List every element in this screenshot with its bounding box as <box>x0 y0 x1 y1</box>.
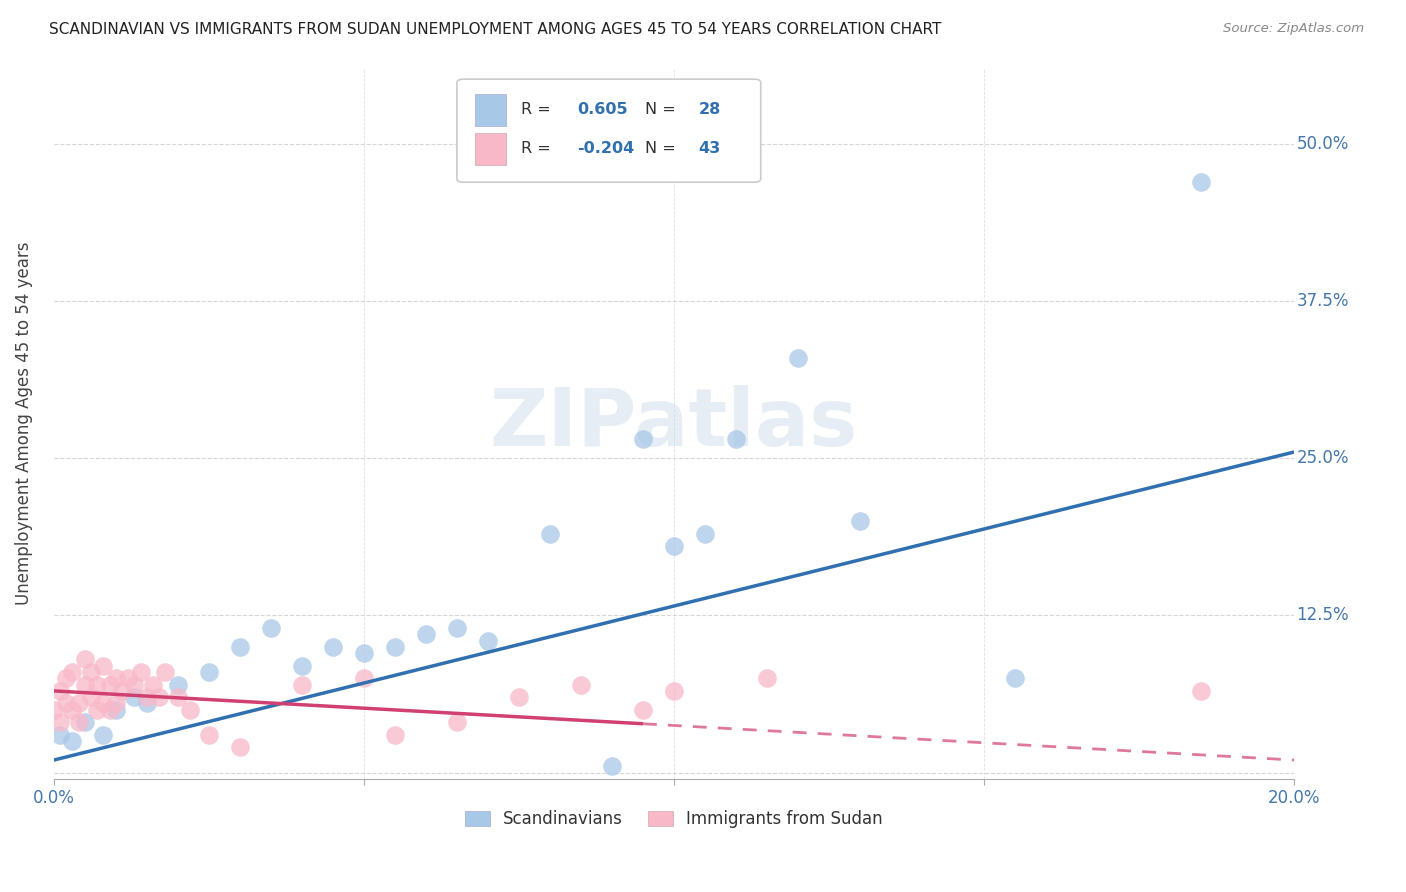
Point <box>55 697 77 711</box>
Point <box>93 697 115 711</box>
Point <box>569 678 592 692</box>
Point <box>538 526 561 541</box>
Text: 25.0%: 25.0% <box>1296 450 1348 467</box>
Point <box>62 703 84 717</box>
Point <box>198 728 221 742</box>
Point <box>322 640 344 654</box>
Point <box>55 671 77 685</box>
Text: -0.204: -0.204 <box>578 141 634 156</box>
Text: ZIPatlas: ZIPatlas <box>489 384 858 463</box>
Point <box>73 715 96 730</box>
Point <box>508 690 530 705</box>
Point <box>631 703 654 717</box>
Point <box>415 627 437 641</box>
Text: Source: ZipAtlas.com: Source: ZipAtlas.com <box>1223 22 1364 36</box>
Point <box>124 690 146 705</box>
Text: R =: R = <box>522 141 557 156</box>
Point <box>73 652 96 666</box>
Point <box>1189 684 1212 698</box>
Point <box>142 678 165 692</box>
Point <box>117 671 139 685</box>
Text: R =: R = <box>522 103 557 118</box>
Point <box>155 665 177 679</box>
Point <box>49 684 72 698</box>
Point <box>62 734 84 748</box>
Point <box>600 759 623 773</box>
Text: 12.5%: 12.5% <box>1296 607 1350 624</box>
Point <box>477 633 499 648</box>
Y-axis label: Unemployment Among Ages 45 to 54 years: Unemployment Among Ages 45 to 54 years <box>15 242 32 606</box>
Text: SCANDINAVIAN VS IMMIGRANTS FROM SUDAN UNEMPLOYMENT AMONG AGES 45 TO 54 YEARS COR: SCANDINAVIAN VS IMMIGRANTS FROM SUDAN UN… <box>49 22 942 37</box>
Point <box>446 621 468 635</box>
Point <box>787 351 810 365</box>
Point <box>62 665 84 679</box>
Point <box>80 665 103 679</box>
Point <box>291 678 314 692</box>
Text: 43: 43 <box>699 141 721 156</box>
Text: N =: N = <box>645 141 682 156</box>
Point <box>724 433 747 447</box>
Point <box>49 715 72 730</box>
Point <box>80 690 103 705</box>
Point <box>446 715 468 730</box>
Point <box>1004 671 1026 685</box>
Text: 50.0%: 50.0% <box>1296 135 1348 153</box>
Point <box>755 671 778 685</box>
Point <box>179 703 201 717</box>
Text: 37.5%: 37.5% <box>1296 292 1348 310</box>
Text: 0.605: 0.605 <box>578 103 628 118</box>
Point <box>93 728 115 742</box>
Point <box>260 621 283 635</box>
Point <box>86 678 108 692</box>
FancyBboxPatch shape <box>475 95 506 126</box>
Point <box>93 658 115 673</box>
Point <box>73 678 96 692</box>
Point <box>135 697 157 711</box>
Point <box>693 526 716 541</box>
FancyBboxPatch shape <box>475 133 506 164</box>
Point <box>198 665 221 679</box>
Point <box>1189 175 1212 189</box>
Point <box>67 715 90 730</box>
Text: N =: N = <box>645 103 682 118</box>
Point <box>129 665 152 679</box>
Point <box>229 640 252 654</box>
Point <box>104 671 127 685</box>
Point <box>148 690 170 705</box>
Text: 28: 28 <box>699 103 721 118</box>
Point <box>98 678 121 692</box>
Point <box>291 658 314 673</box>
Point <box>42 703 65 717</box>
Point <box>98 703 121 717</box>
Point <box>124 678 146 692</box>
Point <box>662 684 685 698</box>
Point <box>849 514 872 528</box>
Point <box>229 740 252 755</box>
Point <box>49 728 72 742</box>
Point <box>631 433 654 447</box>
Point <box>353 671 375 685</box>
Point <box>86 703 108 717</box>
Legend: Scandinavians, Immigrants from Sudan: Scandinavians, Immigrants from Sudan <box>458 803 890 835</box>
Point <box>104 703 127 717</box>
Point <box>353 646 375 660</box>
Point <box>384 728 406 742</box>
Point <box>67 697 90 711</box>
FancyBboxPatch shape <box>457 79 761 182</box>
Point <box>111 684 134 698</box>
Point <box>384 640 406 654</box>
Point <box>104 697 127 711</box>
Point <box>662 539 685 553</box>
Point <box>166 678 188 692</box>
Point <box>135 690 157 705</box>
Point <box>166 690 188 705</box>
